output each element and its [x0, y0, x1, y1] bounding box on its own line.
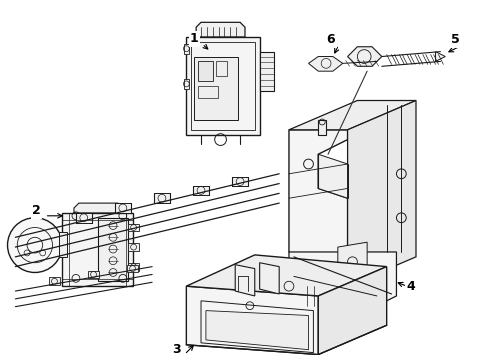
Bar [48, 277, 60, 285]
Polygon shape [288, 100, 415, 130]
Text: 4: 4 [406, 280, 415, 293]
Polygon shape [74, 203, 122, 213]
Polygon shape [186, 286, 318, 355]
Text: 2: 2 [32, 204, 41, 217]
Bar [186, 37, 259, 135]
Polygon shape [337, 242, 366, 320]
Bar [184, 44, 189, 54]
Polygon shape [288, 252, 396, 325]
Polygon shape [308, 57, 342, 71]
Bar [87, 270, 99, 278]
Polygon shape [196, 22, 244, 37]
Polygon shape [318, 154, 347, 198]
Polygon shape [288, 130, 347, 286]
Polygon shape [259, 51, 274, 91]
Bar [184, 79, 189, 89]
Text: 3: 3 [172, 343, 181, 356]
Bar [127, 263, 139, 270]
Polygon shape [98, 218, 127, 281]
Bar [127, 243, 139, 251]
Polygon shape [318, 267, 386, 355]
Circle shape [7, 218, 62, 273]
Polygon shape [62, 213, 132, 286]
Bar [198, 62, 212, 81]
Bar [115, 203, 130, 213]
Bar [191, 42, 254, 130]
Polygon shape [186, 255, 386, 296]
Polygon shape [303, 286, 318, 315]
Polygon shape [347, 100, 415, 286]
Bar [215, 62, 227, 76]
Bar [126, 265, 138, 273]
Polygon shape [347, 47, 381, 66]
Bar [59, 233, 67, 257]
Bar [76, 213, 91, 222]
Polygon shape [259, 263, 279, 294]
Polygon shape [435, 51, 445, 62]
Text: 1: 1 [189, 32, 198, 45]
Bar [154, 193, 169, 203]
Bar [127, 224, 139, 231]
Bar [318, 120, 325, 135]
Bar [193, 185, 208, 195]
Text: 5: 5 [450, 33, 459, 46]
Bar [194, 57, 238, 120]
Polygon shape [205, 311, 308, 350]
Polygon shape [235, 265, 254, 296]
Text: 6: 6 [326, 33, 335, 46]
Bar [232, 177, 247, 186]
Bar [198, 86, 217, 98]
